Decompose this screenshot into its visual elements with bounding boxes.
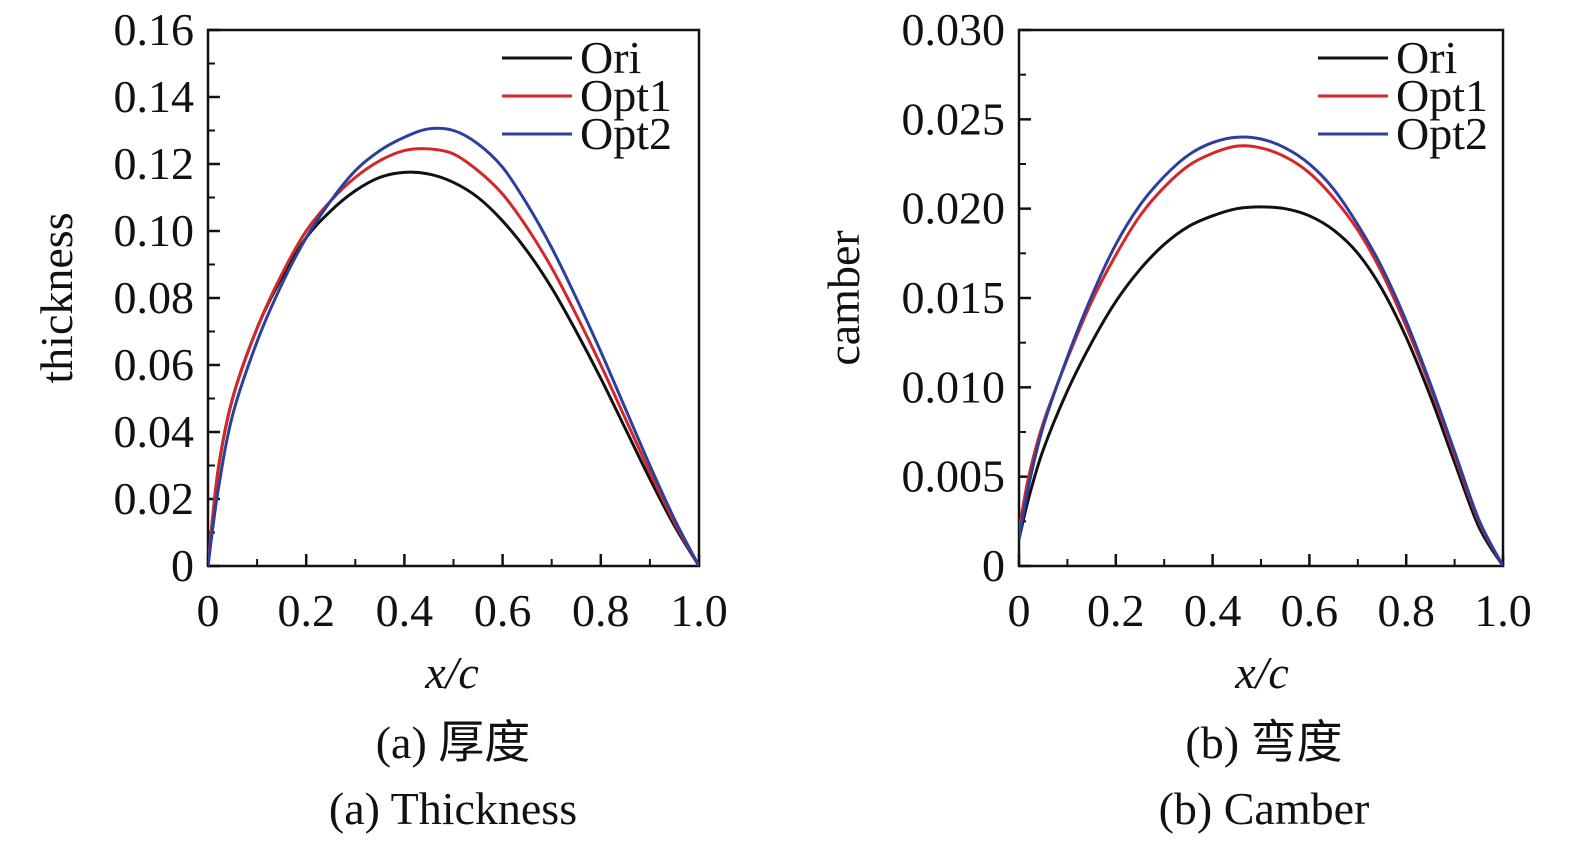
y-tick-label: 0 bbox=[982, 540, 1005, 591]
caption-a-en: (a) Thickness bbox=[329, 783, 577, 834]
series-line-ori bbox=[1019, 205, 1503, 566]
x-tick-label: 0.6 bbox=[474, 585, 532, 636]
x-tick-label: 0 bbox=[1008, 585, 1031, 636]
y-tick-label: 0.005 bbox=[902, 451, 1006, 502]
legend-label-ori: Ori bbox=[1396, 32, 1457, 83]
y-tick-label: 0.06 bbox=[114, 339, 195, 390]
x-tick-label: 0.4 bbox=[376, 585, 434, 636]
y-tick-label: 0.12 bbox=[114, 138, 195, 189]
series-line-opt2 bbox=[208, 126, 699, 566]
series-line-opt1 bbox=[208, 147, 699, 566]
y-tick-label: 0 bbox=[171, 540, 194, 591]
x-tick-label: 1.0 bbox=[1474, 585, 1532, 636]
y-axis-label: thickness bbox=[31, 212, 82, 383]
caption-a-cn: (a) 厚度 bbox=[376, 717, 531, 768]
y-tick-label: 0.025 bbox=[902, 93, 1006, 144]
x-tick-label: 0.8 bbox=[572, 585, 630, 636]
legend-label-opt2: Opt2 bbox=[1396, 108, 1488, 159]
x-axis-label: x/c bbox=[424, 647, 479, 698]
y-tick-label: 0.16 bbox=[114, 4, 195, 55]
legend-label-ori: Ori bbox=[580, 32, 641, 83]
x-tick-label: 0.2 bbox=[277, 585, 335, 636]
y-tick-label: 0.015 bbox=[902, 272, 1006, 323]
series-line-opt2 bbox=[1019, 135, 1503, 566]
x-axis-label: x/c bbox=[1234, 647, 1289, 698]
y-tick-label: 0.08 bbox=[114, 272, 195, 323]
y-tick-label: 0.04 bbox=[114, 406, 195, 457]
series-line-ori bbox=[208, 170, 699, 566]
y-tick-label: 0.10 bbox=[114, 205, 195, 256]
thickness-chart: 0 0.2 0.4 0.6 0.8 1.0 0 0.02 0.04 0.06 0.08 0.10 0.1… bbox=[31, 4, 728, 698]
y-tick-label: 0.030 bbox=[902, 4, 1006, 55]
legend-label-opt1: Opt1 bbox=[1396, 70, 1488, 121]
y-tick-label: 0.14 bbox=[114, 71, 195, 122]
y-tick-label: 0.02 bbox=[114, 473, 195, 524]
series-line-opt1 bbox=[1019, 144, 1503, 566]
legend-label-opt2: Opt2 bbox=[580, 108, 672, 159]
x-tick-label: 0.6 bbox=[1281, 585, 1339, 636]
y-tick-label: 0.020 bbox=[902, 183, 1006, 234]
x-tick-label: 0.4 bbox=[1184, 585, 1242, 636]
caption-b-en: (b) Camber bbox=[1159, 783, 1370, 834]
y-axis-label: camber bbox=[818, 230, 869, 365]
caption-b-cn: (b) 弯度 bbox=[1185, 717, 1342, 768]
x-tick-label: 0.8 bbox=[1377, 585, 1435, 636]
x-tick-label: 1.0 bbox=[670, 585, 728, 636]
x-tick-label: 0.2 bbox=[1087, 585, 1145, 636]
y-tick-label: 0.010 bbox=[902, 361, 1006, 412]
legend-label-opt1: Opt1 bbox=[580, 70, 672, 121]
camber-chart: 0 0.2 0.4 0.6 0.8 1.0 0 0.005 0.010 0.015 0.020 0.0… bbox=[818, 4, 1532, 698]
x-tick-label: 0 bbox=[197, 585, 220, 636]
